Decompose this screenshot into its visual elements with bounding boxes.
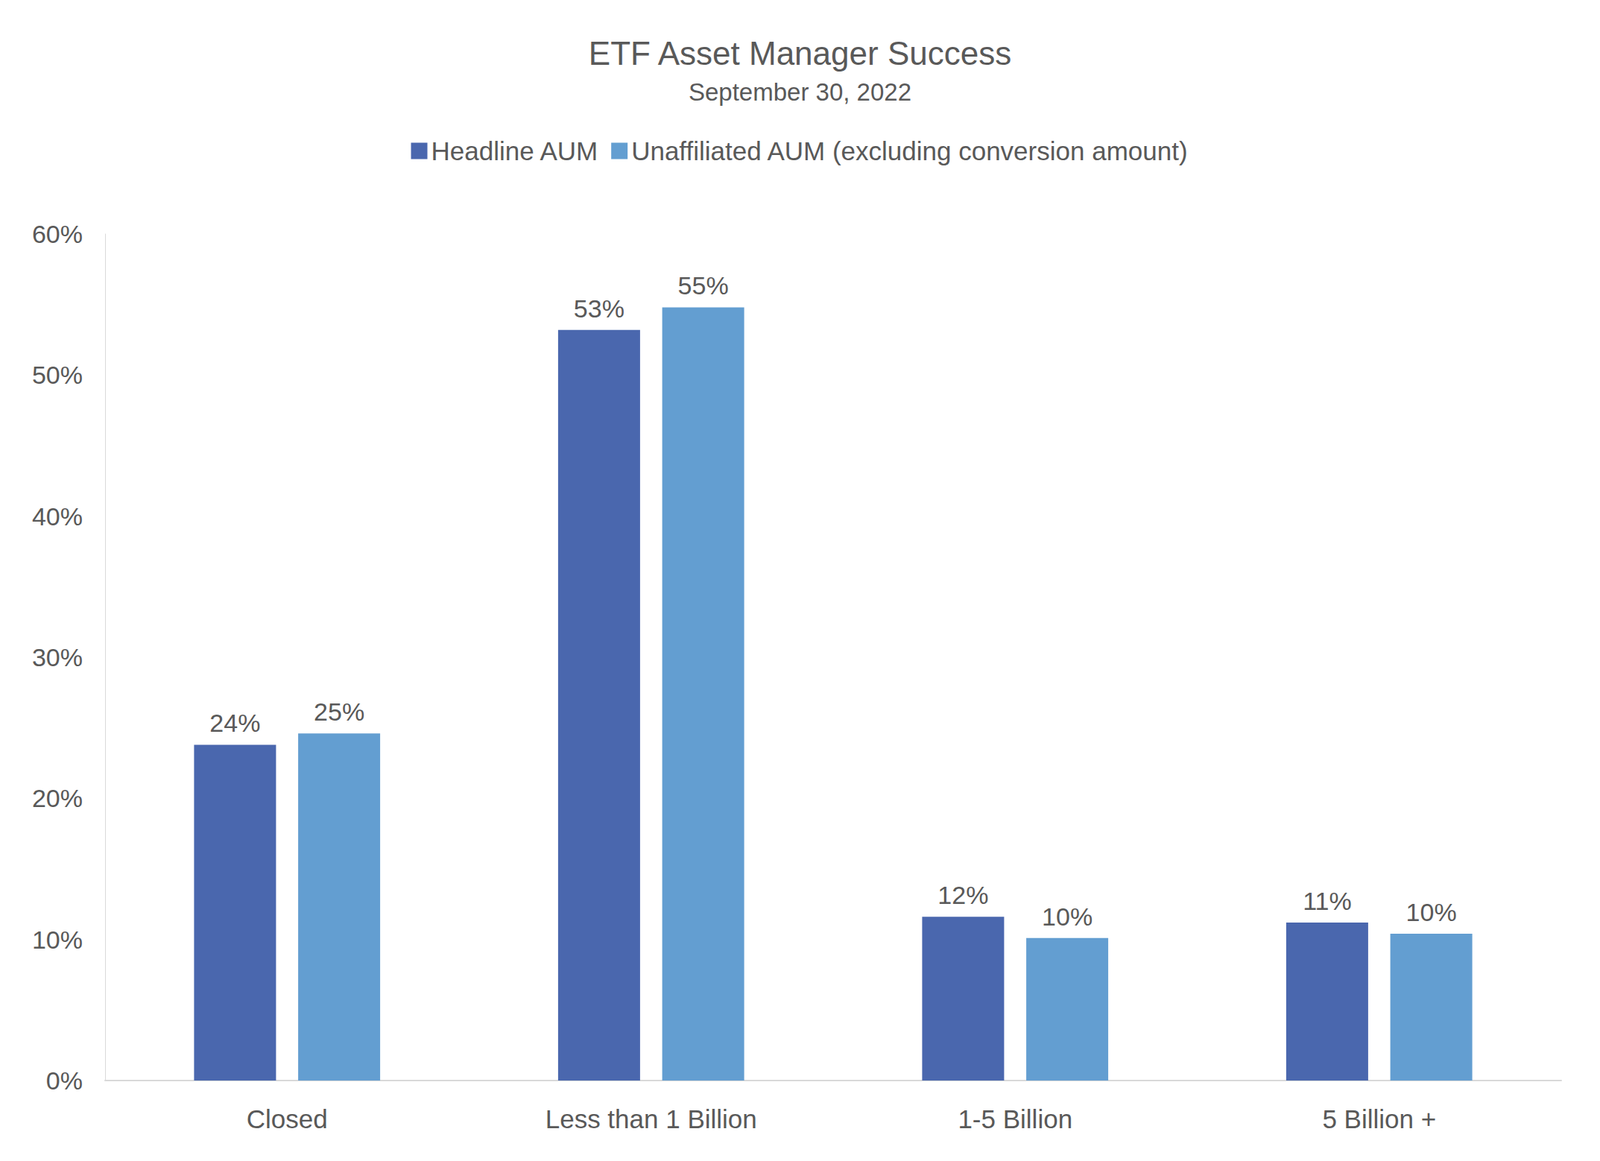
svg-text:Headline AUM: Headline AUM	[431, 136, 599, 166]
svg-text:53%: 53%	[573, 294, 625, 323]
svg-text:10%: 10%	[32, 925, 83, 954]
svg-text:1-5 Billion: 1-5 Billion	[957, 1104, 1073, 1134]
svg-text:5 Billion +: 5 Billion +	[1322, 1104, 1437, 1134]
svg-text:ETF Asset Manager Success: ETF Asset Manager Success	[588, 35, 1012, 72]
svg-text:50%: 50%	[32, 360, 83, 390]
svg-text:10%: 10%	[1041, 902, 1093, 931]
svg-text:40%: 40%	[32, 502, 83, 531]
svg-text:Less than 1 Billion: Less than 1 Billion	[545, 1104, 758, 1134]
svg-text:25%: 25%	[313, 697, 365, 726]
svg-text:11%: 11%	[1302, 886, 1352, 916]
svg-text:September 30, 2022: September 30, 2022	[688, 78, 912, 106]
svg-text:Closed: Closed	[246, 1104, 328, 1134]
svg-text:24%: 24%	[209, 708, 261, 738]
svg-text:10%: 10%	[1406, 897, 1457, 927]
svg-text:Unaffiliated AUM (excluding co: Unaffiliated AUM (excluding conversion a…	[631, 136, 1188, 166]
svg-text:20%: 20%	[32, 783, 83, 813]
svg-text:0%: 0%	[46, 1066, 83, 1095]
svg-text:12%: 12%	[937, 880, 989, 910]
svg-text:55%: 55%	[678, 271, 729, 300]
svg-text:30%: 30%	[32, 643, 83, 672]
svg-text:60%: 60%	[32, 219, 83, 249]
